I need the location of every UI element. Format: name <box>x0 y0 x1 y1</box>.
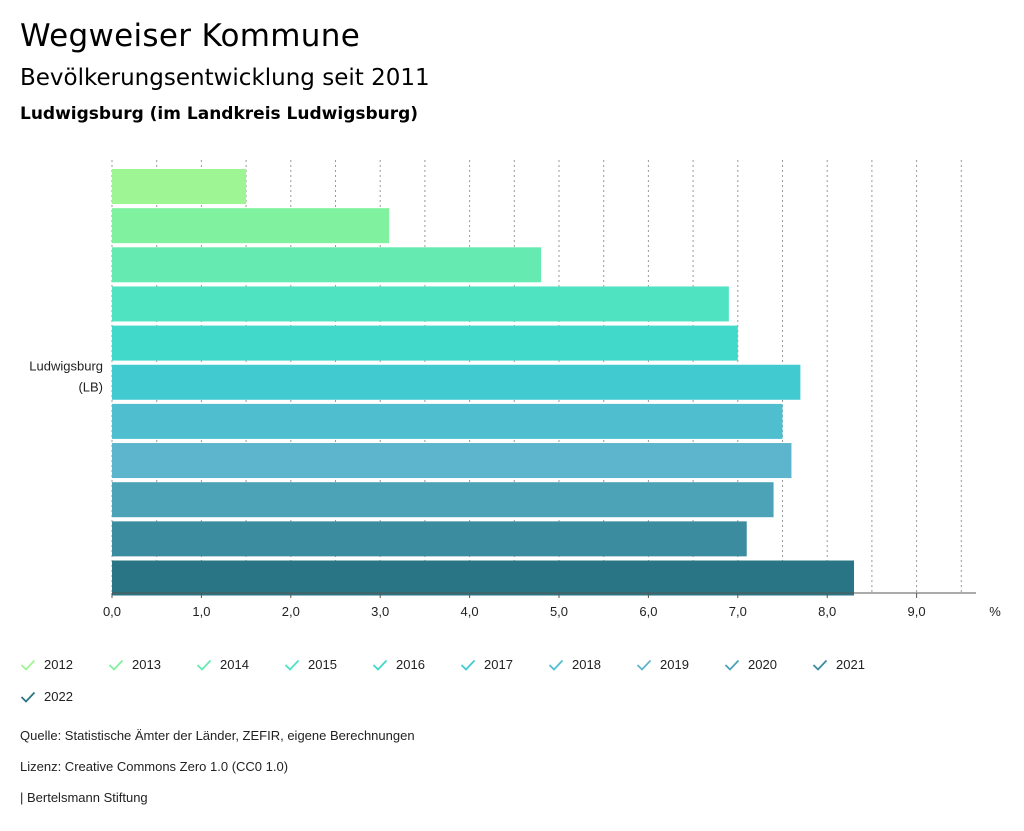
bars <box>112 169 855 596</box>
legend-item-2022[interactable]: 2022 <box>20 689 73 704</box>
x-tick-label: 1,0 <box>192 604 210 619</box>
bar-2022 <box>112 560 855 596</box>
bar-chart: 0,0 1,0 2,0 3,0 4,0 5,0 6,0 7,0 8,0 9,0% Ludwigsb… <box>29 160 1001 619</box>
category-label: (LB) <box>78 380 103 395</box>
legend-label: 2020 <box>748 657 777 672</box>
legend-label: 2016 <box>396 657 425 672</box>
chart-title: Wegweiser Kommune <box>20 18 361 54</box>
legend-item-2021[interactable]: 2021 <box>812 657 865 672</box>
x-tick-label: 0,0 <box>103 604 121 619</box>
chart-subtitle: Bevölkerungsentwicklung seit 2011 <box>20 65 430 91</box>
bar-2021 <box>112 521 747 557</box>
checkmark-icon <box>20 691 36 703</box>
bar-2019 <box>112 443 792 479</box>
x-tick-label: 8,0 <box>818 604 836 619</box>
category-axis: Ludwigsburg (LB) <box>29 359 103 395</box>
legend-item-2018[interactable]: 2018 <box>548 657 601 672</box>
x-tick-label: 6,0 <box>639 604 657 619</box>
bar-2018 <box>112 403 783 439</box>
checkmark-icon <box>460 659 476 671</box>
checkmark-icon <box>636 659 652 671</box>
legend-item-2016[interactable]: 2016 <box>372 657 425 672</box>
bar-2015 <box>112 286 729 322</box>
legend-item-2020[interactable]: 2020 <box>724 657 777 672</box>
legend-item-2013[interactable]: 2013 <box>108 657 161 672</box>
checkmark-icon <box>196 659 212 671</box>
bar-2014 <box>112 247 542 283</box>
legend-item-2015[interactable]: 2015 <box>284 657 337 672</box>
legend-item-2014[interactable]: 2014 <box>196 657 249 672</box>
x-axis: 0,0 1,0 2,0 3,0 4,0 5,0 6,0 7,0 8,0 9,0% <box>103 592 1001 619</box>
license-note: Lizenz: Creative Commons Zero 1.0 (CC0 1… <box>20 759 289 774</box>
checkmark-icon <box>812 659 828 671</box>
region-heading: Ludwigsburg (im Landkreis Ludwigsburg) <box>20 104 419 124</box>
legend-label: 2013 <box>132 657 161 672</box>
legend-label: 2022 <box>44 689 73 704</box>
source-note: Quelle: Statistische Ämter der Länder, Z… <box>20 728 415 743</box>
legend-label: 2012 <box>44 657 73 672</box>
bar-2012 <box>112 169 247 204</box>
x-unit-label: % <box>989 604 1001 619</box>
legend-label: 2018 <box>572 657 601 672</box>
legend: 2012 2013 2014 2015 2016 2017 2018 2019 2020 2021… <box>0 652 1024 712</box>
bar-2013 <box>112 208 390 244</box>
legend-label: 2014 <box>220 657 249 672</box>
checkmark-icon <box>372 659 388 671</box>
x-tick-label: 2,0 <box>282 604 300 619</box>
legend-item-2019[interactable]: 2019 <box>636 657 689 672</box>
bar-2020 <box>112 482 774 518</box>
legend-item-2012[interactable]: 2012 <box>20 657 73 672</box>
legend-label: 2017 <box>484 657 513 672</box>
bar-2016 <box>112 325 738 361</box>
x-tick-label: 3,0 <box>371 604 389 619</box>
checkmark-icon <box>20 659 36 671</box>
checkmark-icon <box>548 659 564 671</box>
x-tick-label: 7,0 <box>729 604 747 619</box>
bar-2017 <box>112 364 801 400</box>
legend-label: 2019 <box>660 657 689 672</box>
legend-item-2017[interactable]: 2017 <box>460 657 513 672</box>
category-label: Ludwigsburg <box>29 359 103 374</box>
checkmark-icon <box>724 659 740 671</box>
x-tick-label: 9,0 <box>908 604 926 619</box>
publisher-note: | Bertelsmann Stiftung <box>20 790 148 805</box>
legend-label: 2015 <box>308 657 337 672</box>
checkmark-icon <box>108 659 124 671</box>
x-tick-label: 5,0 <box>550 604 568 619</box>
checkmark-icon <box>284 659 300 671</box>
legend-label: 2021 <box>836 657 865 672</box>
x-tick-label: 4,0 <box>461 604 479 619</box>
